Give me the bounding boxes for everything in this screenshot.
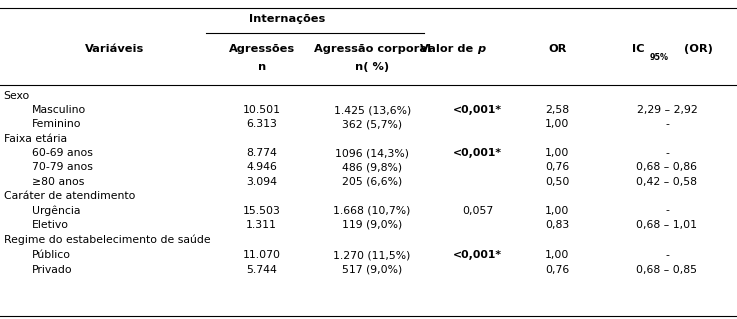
Text: 95%: 95% [649, 53, 668, 62]
Text: Caráter de atendimento: Caráter de atendimento [4, 191, 135, 201]
Text: 1.311: 1.311 [246, 220, 277, 230]
Text: 1,00: 1,00 [545, 205, 570, 216]
Text: 0,68 – 1,01: 0,68 – 1,01 [637, 220, 697, 230]
Text: IC: IC [632, 44, 645, 55]
Text: 0,83: 0,83 [545, 220, 569, 230]
Text: ≥80 anos: ≥80 anos [32, 177, 84, 187]
Text: 10.501: 10.501 [242, 105, 281, 115]
Text: n: n [257, 62, 266, 72]
Text: Urgência: Urgência [32, 205, 80, 216]
Text: -: - [665, 119, 669, 130]
Text: 2,29 – 2,92: 2,29 – 2,92 [637, 105, 697, 115]
Text: 119 (9,0%): 119 (9,0%) [342, 220, 402, 230]
Text: n( %): n( %) [355, 62, 389, 72]
Text: <0,001*: <0,001* [453, 148, 502, 158]
Text: 60-69 anos: 60-69 anos [32, 148, 93, 158]
Text: 362 (5,7%): 362 (5,7%) [342, 119, 402, 130]
Text: 1.270 (11,5%): 1.270 (11,5%) [334, 250, 411, 260]
Text: 0,42 – 0,58: 0,42 – 0,58 [637, 177, 697, 187]
Text: 1,00: 1,00 [545, 119, 570, 130]
Text: 486 (9,8%): 486 (9,8%) [342, 162, 402, 173]
Text: 0,76: 0,76 [545, 264, 569, 275]
Text: 1,00: 1,00 [545, 148, 570, 158]
Text: 3.094: 3.094 [246, 177, 277, 187]
Text: 0,76: 0,76 [545, 162, 569, 173]
Text: 1096 (14,3%): 1096 (14,3%) [335, 148, 409, 158]
Text: Valor de: Valor de [420, 44, 478, 55]
Text: 6.313: 6.313 [246, 119, 277, 130]
Text: Sexo: Sexo [4, 91, 30, 101]
Text: (OR): (OR) [680, 44, 713, 55]
Text: Privado: Privado [32, 264, 72, 275]
Text: 0,057: 0,057 [462, 205, 493, 216]
Text: <0,001*: <0,001* [453, 250, 502, 260]
Text: OR: OR [548, 44, 566, 55]
Text: 4.946: 4.946 [246, 162, 277, 173]
Text: Agressões: Agressões [228, 44, 295, 55]
Text: Faixa etária: Faixa etária [4, 134, 67, 144]
Text: Internações: Internações [249, 14, 326, 24]
Text: 70-79 anos: 70-79 anos [32, 162, 93, 173]
Text: -: - [665, 250, 669, 260]
Text: p: p [478, 44, 486, 55]
Text: Variáveis: Variáveis [85, 44, 144, 55]
Text: Masculino: Masculino [32, 105, 86, 115]
Text: -: - [665, 148, 669, 158]
Text: <0,001*: <0,001* [453, 105, 502, 115]
Text: 15.503: 15.503 [242, 205, 281, 216]
Text: 1.425 (13,6%): 1.425 (13,6%) [334, 105, 411, 115]
Text: Eletivo: Eletivo [32, 220, 69, 230]
Text: 0,68 – 0,86: 0,68 – 0,86 [637, 162, 697, 173]
Text: 205 (6,6%): 205 (6,6%) [342, 177, 402, 187]
Text: 1,00: 1,00 [545, 250, 570, 260]
Text: Agressão corporal: Agressão corporal [314, 44, 430, 55]
Text: Público: Público [32, 250, 71, 260]
Text: Regime do estabelecimento de saúde: Regime do estabelecimento de saúde [4, 235, 210, 245]
Text: -: - [665, 205, 669, 216]
Text: 2,58: 2,58 [545, 105, 569, 115]
Text: 5.744: 5.744 [246, 264, 277, 275]
Text: 11.070: 11.070 [242, 250, 281, 260]
Text: 8.774: 8.774 [246, 148, 277, 158]
Text: 1.668 (10,7%): 1.668 (10,7%) [334, 205, 411, 216]
Text: 517 (9,0%): 517 (9,0%) [342, 264, 402, 275]
Text: 0,68 – 0,85: 0,68 – 0,85 [637, 264, 697, 275]
Text: Feminino: Feminino [32, 119, 81, 130]
Text: 0,50: 0,50 [545, 177, 570, 187]
